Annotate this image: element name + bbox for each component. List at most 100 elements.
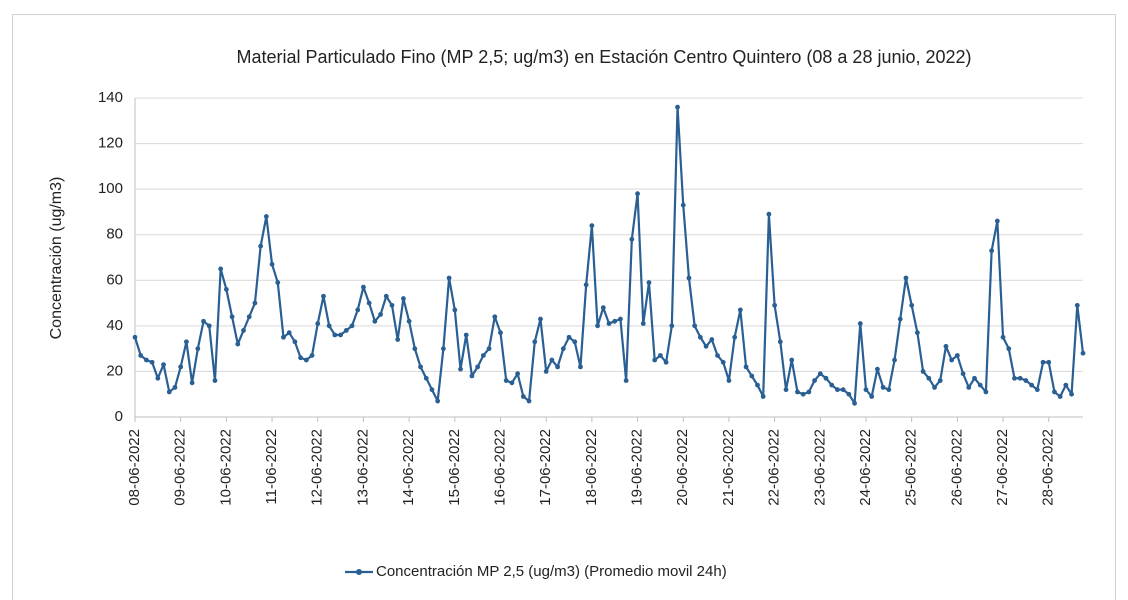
data-point — [172, 384, 178, 390]
data-point — [720, 359, 726, 365]
data-point — [612, 318, 618, 324]
data-point — [343, 328, 349, 333]
data-point — [338, 332, 343, 338]
data-point — [760, 394, 766, 399]
x-tick-label: 10-06-2022 — [217, 429, 234, 506]
data-point — [715, 353, 720, 358]
data-point — [932, 384, 937, 390]
data-point — [149, 359, 155, 365]
y-tick-label: 120 — [98, 135, 123, 152]
data-point — [966, 384, 972, 390]
chart-border — [12, 14, 1116, 600]
data-point — [269, 261, 275, 267]
x-tick-label: 26-06-2022 — [948, 429, 965, 506]
data-point — [1012, 375, 1017, 381]
data-point — [875, 366, 880, 372]
data-point — [1006, 346, 1012, 352]
data-point — [743, 364, 749, 370]
x-tick-label: 08-06-2022 — [126, 429, 143, 506]
x-tick-label: 09-06-2022 — [172, 429, 189, 506]
data-point — [206, 323, 212, 329]
data-point — [503, 378, 509, 383]
data-point — [669, 323, 675, 329]
data-point — [423, 375, 429, 381]
data-point — [640, 321, 646, 326]
data-point — [406, 318, 412, 324]
data-point — [155, 375, 161, 381]
data-point — [1040, 359, 1046, 365]
data-point — [795, 389, 800, 395]
data-point — [1080, 350, 1086, 356]
data-point — [246, 314, 252, 320]
x-tick-label: 19-06-2022 — [629, 429, 646, 506]
x-tick-label: 16-06-2022 — [491, 429, 508, 506]
x-tick-label: 18-06-2022 — [583, 429, 600, 506]
data-point — [783, 387, 789, 393]
data-point — [852, 400, 857, 406]
data-point — [212, 378, 218, 383]
data-point — [823, 375, 829, 381]
x-tick-label: 12-06-2022 — [309, 429, 326, 506]
data-point — [378, 312, 383, 317]
data-point — [880, 384, 886, 390]
data-point — [857, 321, 863, 326]
data-point — [309, 353, 315, 358]
data-point — [229, 314, 235, 320]
data-point — [492, 314, 498, 320]
data-point — [298, 355, 304, 361]
data-point — [657, 353, 663, 358]
data-point — [475, 364, 481, 370]
data-point — [635, 191, 640, 197]
y-tick-label: 0 — [115, 408, 123, 425]
data-point — [166, 389, 172, 395]
data-point — [989, 248, 995, 254]
data-point — [418, 364, 423, 370]
x-tick-label: 22-06-2022 — [766, 429, 783, 506]
data-point — [697, 334, 703, 340]
legend-label: Concentración MP 2,5 (ug/m3) (Promedio m… — [376, 563, 727, 580]
data-point — [389, 302, 395, 308]
y-tick-label: 100 — [98, 180, 123, 197]
data-point — [509, 380, 515, 386]
data-point — [812, 378, 817, 383]
data-point — [315, 321, 321, 326]
data-point — [395, 337, 401, 342]
data-point — [595, 323, 600, 329]
data-point — [201, 318, 206, 324]
data-point — [263, 214, 269, 219]
data-point — [903, 275, 909, 281]
data-point — [303, 357, 309, 363]
data-point — [383, 293, 389, 299]
data-point — [675, 104, 680, 110]
data-point — [326, 323, 332, 329]
data-point — [458, 366, 463, 372]
data-point — [498, 330, 503, 336]
data-line — [133, 106, 1085, 405]
y-tick-label: 60 — [106, 271, 123, 288]
data-point — [583, 282, 589, 288]
x-tick-label: 15-06-2022 — [446, 429, 463, 506]
data-point — [972, 375, 977, 381]
data-point — [629, 236, 635, 242]
data-point — [755, 382, 760, 388]
data-point — [281, 334, 286, 340]
data-point — [618, 316, 623, 322]
data-point — [555, 364, 561, 370]
data-point — [646, 280, 652, 285]
data-point — [480, 353, 486, 358]
data-point — [560, 346, 566, 352]
data-point — [926, 375, 932, 381]
data-point — [749, 373, 755, 379]
data-point — [183, 339, 189, 345]
data-point — [897, 316, 903, 322]
data-point — [920, 369, 926, 374]
y-tick-label: 140 — [98, 89, 123, 106]
data-point — [195, 346, 201, 352]
data-point — [806, 389, 812, 395]
data-point — [772, 302, 778, 308]
data-point — [372, 318, 378, 324]
legend-marker — [356, 569, 362, 575]
data-point — [1000, 334, 1006, 340]
data-point — [235, 341, 241, 347]
